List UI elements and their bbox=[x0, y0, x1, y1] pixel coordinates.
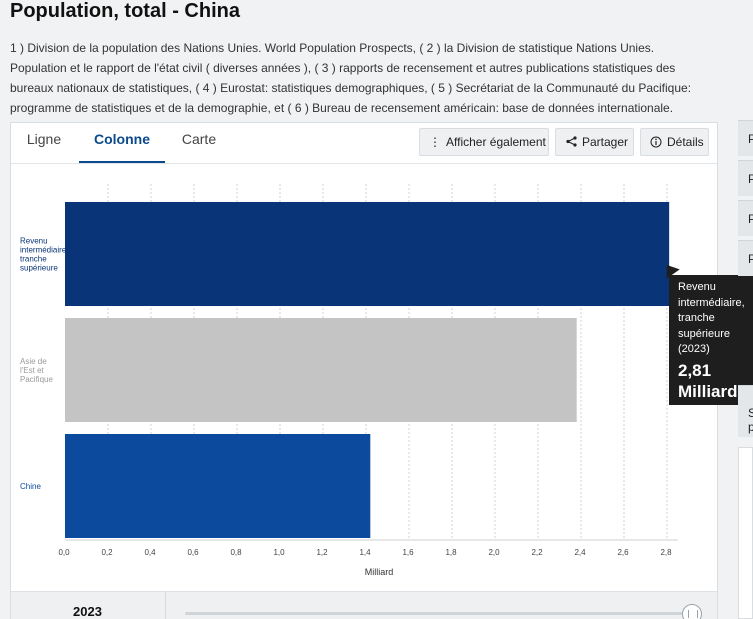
chart-tooltip: Revenu intermédiaire, tranche supérieure… bbox=[669, 275, 753, 405]
share-icon bbox=[564, 129, 578, 155]
share-label: Partager bbox=[582, 135, 629, 149]
chart-type-tabs: Ligne Colonne Carte bbox=[11, 123, 241, 163]
x-axis-title: Milliard bbox=[365, 567, 394, 577]
bar bbox=[65, 434, 371, 538]
side-item[interactable]: Sp bbox=[738, 385, 753, 437]
x-tick-label: 1,4 bbox=[359, 548, 371, 557]
x-tick-label: 0,4 bbox=[144, 548, 156, 557]
x-tick-label: 1,2 bbox=[316, 548, 328, 557]
tooltip-line: intermédiaire, bbox=[678, 296, 745, 309]
x-tick-label: 2,0 bbox=[488, 548, 500, 557]
x-tick-label: 1,0 bbox=[273, 548, 285, 557]
chart-card: Ligne Colonne Carte ⋮ Afficher également … bbox=[10, 122, 718, 619]
details-label: Détails bbox=[667, 135, 704, 149]
x-tick-label: 2,4 bbox=[574, 548, 586, 557]
category-label: Pacifique bbox=[20, 375, 53, 384]
x-tick-label: 2,6 bbox=[617, 548, 629, 557]
x-tick-label: 0,2 bbox=[101, 548, 113, 557]
tooltip-line: supérieure bbox=[678, 327, 730, 340]
tooltip-line: Revenu bbox=[678, 281, 716, 293]
x-tick-label: 0,8 bbox=[230, 548, 242, 557]
side-panel-card bbox=[738, 447, 753, 619]
x-tick-label: 0,6 bbox=[187, 548, 199, 557]
x-tick-label: 1,8 bbox=[445, 548, 457, 557]
page-title: Population, total - China bbox=[10, 0, 240, 22]
category-label: tranche bbox=[20, 255, 47, 264]
side-item-label: S bbox=[748, 406, 753, 420]
category-label: Revenu bbox=[20, 237, 48, 246]
source-note: 1 ) Division de la population des Nation… bbox=[10, 41, 692, 115]
category-label: supérieure bbox=[20, 264, 58, 273]
tooltip-unit: Milliard bbox=[678, 381, 738, 401]
tab-ligne[interactable]: Ligne bbox=[26, 131, 62, 147]
toolbar-divider bbox=[11, 163, 717, 164]
x-tick-label: 0,0 bbox=[58, 548, 70, 557]
x-tick-label: 1,6 bbox=[402, 548, 414, 557]
year-label: 2023 bbox=[73, 604, 102, 619]
details-button[interactable]: Détails bbox=[640, 128, 709, 156]
show-also-label: Afficher également bbox=[446, 135, 546, 149]
category-label: l'Est et bbox=[20, 366, 45, 375]
x-tick-label: 2,8 bbox=[660, 548, 672, 557]
year-slider-track[interactable] bbox=[185, 612, 691, 615]
tab-carte[interactable]: Carte bbox=[181, 131, 217, 147]
show-also-button[interactable]: ⋮ Afficher également bbox=[419, 128, 549, 156]
tab-colonne[interactable]: Colonne bbox=[79, 123, 165, 163]
year-separator bbox=[165, 592, 166, 619]
tooltip-line: tranche bbox=[678, 312, 715, 324]
category-label: intermédiaire, bbox=[20, 246, 68, 255]
category-label: Asie de bbox=[20, 357, 47, 366]
info-icon bbox=[649, 129, 663, 155]
side-item[interactable]: P bbox=[738, 120, 753, 156]
side-item[interactable]: P bbox=[738, 200, 753, 236]
bar bbox=[65, 202, 670, 306]
side-item-label: p bbox=[748, 420, 753, 434]
year-slider-handle[interactable] bbox=[682, 604, 702, 619]
share-button[interactable]: Partager bbox=[555, 128, 634, 156]
tooltip-line: (2023) bbox=[678, 343, 710, 355]
category-label: Chine bbox=[20, 482, 41, 491]
side-item[interactable]: P bbox=[738, 240, 753, 276]
more-vertical-icon: ⋮ bbox=[429, 135, 441, 149]
bar bbox=[65, 318, 577, 422]
year-selector: 2023 bbox=[11, 591, 717, 619]
tooltip-value: 2,81 bbox=[678, 360, 712, 380]
side-item[interactable]: P bbox=[738, 160, 753, 196]
x-tick-label: 2,2 bbox=[531, 548, 543, 557]
